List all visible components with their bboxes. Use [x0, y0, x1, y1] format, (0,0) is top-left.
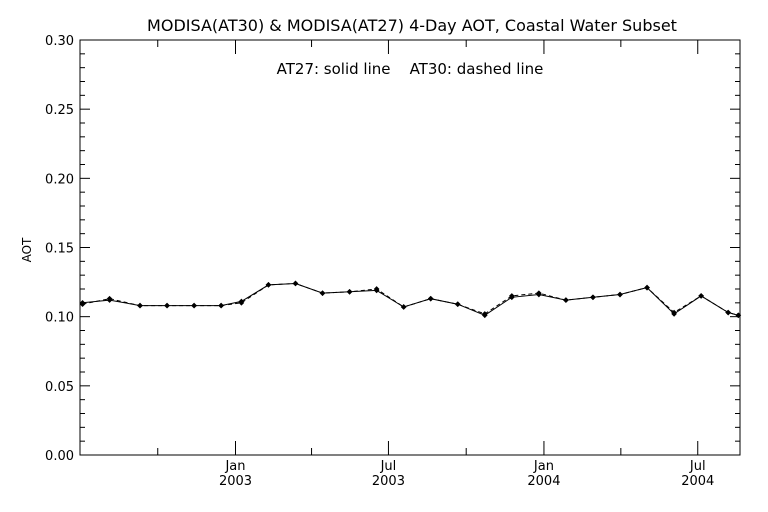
- data-point-at30: [265, 282, 272, 288]
- data-point-at30: [106, 295, 113, 302]
- y-tick-label: 0.20: [45, 172, 74, 187]
- data-point-at30: [454, 301, 461, 308]
- y-axis-label: AOT: [20, 237, 34, 262]
- x-tick-label-month: Jan: [224, 459, 245, 474]
- data-point-at30: [427, 295, 434, 302]
- data-point-at30: [590, 294, 596, 301]
- data-point-at30: [400, 304, 407, 310]
- y-tick-label: 0.25: [45, 103, 74, 118]
- x-tick-label-year: 2003: [219, 474, 252, 489]
- data-point-at30: [191, 302, 197, 309]
- series-line-at27: [82, 282, 739, 316]
- data-point-at30: [735, 312, 742, 319]
- tick-marks: [80, 39, 740, 456]
- data-point-at30: [238, 300, 245, 306]
- data-point-at30: [698, 293, 704, 299]
- data-point-at30: [137, 302, 143, 309]
- x-tick-label-year: 2003: [372, 474, 405, 489]
- x-tick-label-month: Jan: [533, 459, 554, 474]
- data-point-at30: [617, 291, 623, 298]
- data-point-at30: [319, 290, 326, 296]
- chart-annotation: AT27: solid line AT30: dashed line: [277, 60, 544, 78]
- data-point-at30: [373, 286, 380, 292]
- data-point-at30: [671, 309, 677, 316]
- chart-title: MODISA(AT30) & MODISA(AT27) 4-Day AOT, C…: [147, 16, 677, 35]
- x-tick-label-year: 2004: [681, 474, 714, 489]
- data-point-at30: [644, 284, 650, 291]
- x-tick-label-year: 2004: [527, 474, 560, 489]
- data-point-at30: [79, 301, 86, 308]
- data-point-at30: [346, 288, 353, 295]
- data-point-at30: [509, 293, 515, 299]
- y-tick-label: 0.10: [45, 311, 74, 326]
- y-tick-label: 0.30: [45, 34, 74, 49]
- series-line-at30: [82, 282, 739, 316]
- plot-frame: [79, 39, 741, 456]
- y-tick-label: 0.05: [45, 380, 74, 395]
- series-layer: [79, 280, 742, 319]
- data-point-at30: [536, 290, 542, 296]
- x-tick-label-month: Jul: [689, 459, 706, 474]
- x-tick-label-month: Jul: [380, 459, 397, 474]
- data-point-at30: [164, 302, 170, 309]
- data-point-at30: [292, 280, 299, 287]
- y-tick-label: 0.00: [45, 449, 74, 464]
- data-point-at30: [481, 311, 488, 317]
- data-point-at30: [218, 302, 224, 309]
- y-tick-label: 0.15: [45, 242, 74, 257]
- data-point-at30: [725, 309, 731, 316]
- tick-labels: 0.000.050.100.150.200.250.30Jan2003Jul20…: [45, 34, 714, 489]
- data-point-at30: [563, 297, 569, 303]
